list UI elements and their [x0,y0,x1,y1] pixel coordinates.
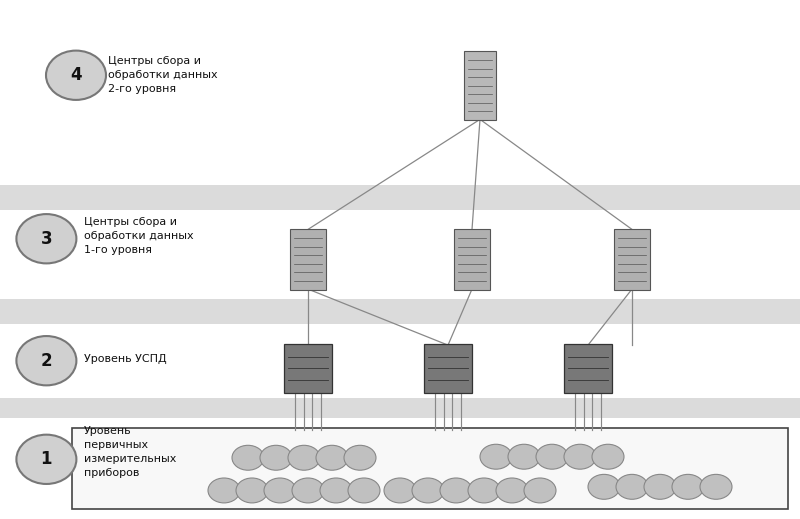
Ellipse shape [412,478,444,503]
Ellipse shape [17,336,77,385]
Ellipse shape [344,445,376,470]
Text: Центры сбора и
обработки данных
1-го уровня: Центры сбора и обработки данных 1-го уро… [84,217,194,255]
FancyBboxPatch shape [565,344,611,393]
Bar [0,398,800,418]
Ellipse shape [616,474,648,499]
FancyBboxPatch shape [464,51,496,120]
Text: Центры сбора и
обработки данных
2-го уровня: Центры сбора и обработки данных 2-го уро… [108,56,218,94]
Ellipse shape [264,478,296,503]
FancyBboxPatch shape [614,228,650,291]
Ellipse shape [700,474,732,499]
Ellipse shape [672,474,704,499]
Ellipse shape [440,478,472,503]
FancyBboxPatch shape [454,228,490,291]
Ellipse shape [320,478,352,503]
Text: 4: 4 [70,66,82,84]
Ellipse shape [46,51,106,100]
Ellipse shape [644,474,676,499]
Ellipse shape [480,444,512,469]
Ellipse shape [468,478,500,503]
Ellipse shape [236,478,268,503]
FancyBboxPatch shape [285,344,331,393]
Ellipse shape [588,474,620,499]
Ellipse shape [524,478,556,503]
Ellipse shape [17,435,77,484]
Text: 2: 2 [41,352,52,370]
Ellipse shape [288,445,320,470]
Ellipse shape [536,444,568,469]
Ellipse shape [496,478,528,503]
FancyBboxPatch shape [425,344,472,393]
Text: Уровень
первичных
измерительных
приборов: Уровень первичных измерительных приборов [84,426,176,477]
Text: 3: 3 [41,230,52,248]
Ellipse shape [232,445,264,470]
Ellipse shape [348,478,380,503]
Ellipse shape [508,444,540,469]
Ellipse shape [208,478,240,503]
Bar [0,185,800,210]
Text: Уровень УСПД: Уровень УСПД [84,354,166,364]
Ellipse shape [260,445,292,470]
Ellipse shape [316,445,348,470]
Bar [0,299,800,324]
Text: 1: 1 [41,450,52,468]
Bar [72,428,788,509]
Ellipse shape [17,214,77,264]
Ellipse shape [292,478,324,503]
Ellipse shape [592,444,624,469]
FancyBboxPatch shape [290,228,326,291]
Ellipse shape [564,444,596,469]
Ellipse shape [384,478,416,503]
